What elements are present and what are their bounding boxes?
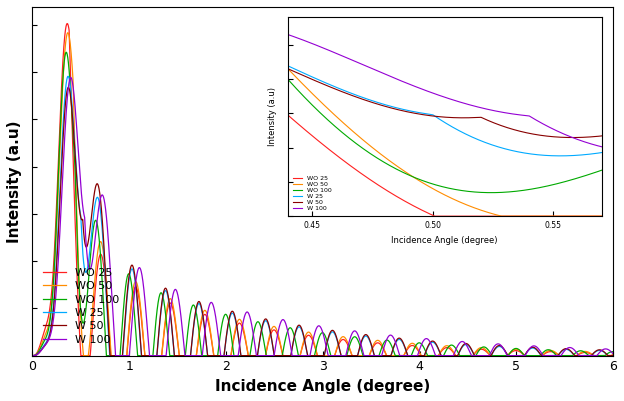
WO 50 [29,353,36,358]
Line: W 100: W 100 [32,77,613,356]
W 25 [305,353,312,358]
WO 25 [64,21,71,26]
W 25 [29,353,36,358]
Y-axis label: Intensity (a.u): Intensity (a.u) [7,120,22,243]
WO 100 [563,353,570,358]
W 50 [278,353,285,358]
WO 25 [305,333,312,338]
Line: WO 100: WO 100 [32,52,613,356]
W 100 [273,338,280,343]
W 25 [273,353,280,358]
WO 50 [563,353,570,358]
WO 25 [592,353,599,358]
W 50 [610,353,617,358]
W 50 [65,85,72,90]
W 25 [451,353,458,358]
WO 100 [592,353,599,358]
W 25 [278,353,285,358]
Line: W 50: W 50 [32,87,613,356]
Line: W 25: W 25 [32,76,613,356]
WO 25 [610,352,617,357]
W 50 [563,346,570,351]
WO 100 [62,50,70,55]
WO 50 [610,352,617,357]
WO 100 [273,353,280,358]
W 100 [592,353,599,358]
WO 100 [451,344,458,349]
WO 50 [305,330,312,334]
WO 25 [451,351,458,356]
W 100 [67,75,74,80]
W 100 [305,353,312,358]
W 50 [592,349,599,354]
W 100 [278,319,285,324]
WO 50 [273,327,280,332]
WO 50 [451,351,458,356]
X-axis label: Incidence Angle (degree): Incidence Angle (degree) [215,379,431,394]
W 25 [64,74,72,79]
WO 100 [305,353,312,358]
WO 100 [278,353,285,358]
WO 50 [592,353,599,358]
WO 100 [610,349,617,354]
W 25 [592,350,599,354]
Legend: WO 25, WO 50, WO 100, W 25, W 50, W 100: WO 25, WO 50, WO 100, W 25, W 50, W 100 [38,262,124,350]
W 25 [563,347,570,352]
WO 50 [278,344,285,349]
W 25 [610,353,617,358]
WO 25 [278,346,285,350]
W 100 [29,353,36,358]
W 100 [610,351,617,356]
W 50 [273,353,280,358]
WO 25 [563,353,570,358]
W 50 [451,353,458,358]
WO 25 [29,353,36,358]
W 50 [305,353,312,358]
Line: WO 25: WO 25 [32,24,613,356]
WO 50 [64,30,72,35]
WO 100 [29,353,36,358]
WO 25 [273,330,280,335]
W 100 [451,351,458,356]
W 50 [29,353,36,358]
Line: WO 50: WO 50 [32,33,613,356]
W 100 [563,346,570,351]
